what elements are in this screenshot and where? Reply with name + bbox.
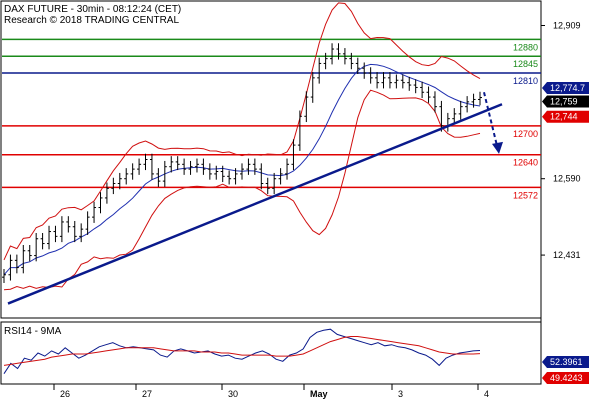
rsi-line: [3, 328, 481, 374]
price-tag-bg: [542, 95, 589, 108]
rsi-ma-line: [3, 336, 481, 366]
chart-subtitle: Research © 2018 TRADING CENTRAL: [4, 15, 179, 26]
x-tick-label: 26: [60, 389, 70, 399]
price-tag-bg: [542, 110, 589, 123]
level-label: 12572: [513, 190, 538, 200]
level-label: 12880: [513, 42, 538, 52]
x-tick-label: 3: [398, 389, 403, 399]
level-label: 12810: [513, 76, 538, 86]
x-tick-label: 4: [484, 389, 489, 399]
x-tick-label: 30: [228, 389, 238, 399]
rsi-tag-bg: [542, 356, 589, 368]
price-tag-label: 12,744: [550, 112, 578, 122]
trendline-group: [7, 103, 503, 305]
y-tick-label: 12,590: [553, 174, 581, 184]
y-tick-label: 12,909: [553, 20, 581, 30]
rsi-tag-label: 49.4243: [550, 373, 583, 383]
x-tick-label: May: [310, 389, 328, 399]
x-tick-label: 27: [142, 389, 152, 399]
forecast-arrow-head: [492, 141, 503, 154]
price-tags: 12,774.7 12,759 12,744: [542, 82, 589, 123]
x-axis-ticks: 26 27 30 May 3 4: [53, 384, 489, 399]
level-label: 12845: [513, 59, 538, 69]
rsi-tag-bg: [542, 372, 589, 384]
support-trendline: [7, 103, 503, 305]
forecast-arrow-shaft: [483, 92, 499, 151]
level-label: 12640: [513, 158, 538, 168]
price-candles: [2, 43, 482, 283]
lower-band: [3, 89, 481, 291]
price-tag-label: 12,774.7: [550, 83, 585, 93]
rsi-lines: [3, 328, 481, 374]
price-tag-label: 12,759: [550, 97, 578, 107]
rsi-tags: 52.3961 49.4243: [542, 356, 589, 384]
rsi-title: RSI14 - 9MA: [4, 326, 62, 337]
main-panel-frame: [0, 0, 542, 319]
level-label: 12700: [513, 129, 538, 139]
y-axis-ticks: 12,431 12,590 12,909: [541, 20, 581, 260]
price-tag-bg: [542, 82, 589, 95]
bollinger-bands: [3, 2, 481, 291]
chart-title: DAX FUTURE - 30min - 08:12:24 (CET): [4, 4, 181, 15]
rsi-tag-label: 52.3961: [550, 357, 583, 367]
y-tick-label: 12,431: [553, 250, 581, 260]
upper-band: [3, 2, 481, 261]
forecast-arrow: [483, 92, 503, 154]
